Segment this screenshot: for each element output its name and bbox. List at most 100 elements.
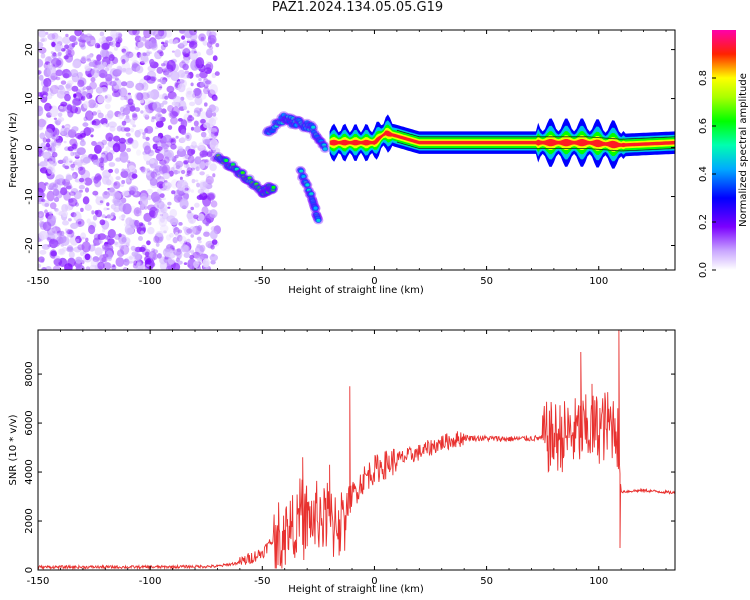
noise-blob bbox=[80, 232, 87, 240]
noise-blob bbox=[53, 258, 63, 267]
noise-blob bbox=[173, 96, 182, 104]
noise-blob bbox=[122, 107, 131, 116]
noise-blob bbox=[134, 192, 137, 196]
noise-blob bbox=[156, 230, 164, 238]
noise-blob bbox=[198, 77, 202, 82]
noise-blob bbox=[44, 102, 52, 112]
noise-blob bbox=[73, 190, 82, 200]
noise-blob bbox=[210, 226, 217, 232]
noise-blob bbox=[163, 230, 167, 234]
noise-blob bbox=[79, 140, 86, 147]
noise-blob bbox=[94, 247, 103, 256]
noise-blob bbox=[114, 168, 120, 174]
noise-blob bbox=[38, 263, 42, 268]
noise-blob bbox=[144, 145, 151, 155]
noise-blob bbox=[170, 143, 177, 150]
noise-blob bbox=[187, 155, 191, 159]
noise-blob bbox=[55, 209, 63, 216]
noise-blob bbox=[136, 225, 142, 231]
descending-track-core bbox=[240, 171, 245, 175]
noise-blob bbox=[78, 40, 86, 48]
noise-blob bbox=[205, 80, 211, 85]
noise-blob bbox=[165, 234, 172, 241]
noise-blob bbox=[175, 249, 183, 259]
noise-blob bbox=[63, 182, 72, 189]
noise-blob bbox=[72, 60, 81, 69]
descending-track-core bbox=[254, 182, 259, 186]
noise-blob bbox=[122, 267, 128, 270]
noise-blob bbox=[180, 169, 186, 175]
noise-blob bbox=[71, 167, 75, 171]
noise-blob bbox=[161, 108, 167, 114]
noise-blob bbox=[60, 127, 68, 136]
noise-blob bbox=[161, 143, 166, 148]
noise-blob bbox=[72, 72, 77, 77]
noise-blob bbox=[143, 109, 150, 117]
noise-blob bbox=[195, 73, 201, 78]
noise-blob bbox=[125, 132, 131, 137]
noise-blob bbox=[47, 166, 53, 174]
noise-blob bbox=[197, 252, 204, 260]
noise-blob bbox=[59, 230, 65, 236]
noise-blob bbox=[72, 104, 76, 110]
noise-blob bbox=[170, 139, 175, 143]
noise-blob bbox=[53, 197, 60, 203]
noise-blob bbox=[146, 240, 151, 246]
upper-branch-core bbox=[323, 147, 328, 151]
noise-blob bbox=[109, 125, 116, 132]
noise-blob bbox=[126, 147, 132, 153]
noise-blob bbox=[74, 166, 81, 171]
noise-blob bbox=[41, 267, 47, 270]
noise-blob bbox=[38, 74, 44, 81]
colorbar-tick-label: 0.0 bbox=[698, 262, 709, 278]
noise-blob bbox=[105, 146, 110, 152]
noise-blob bbox=[152, 30, 162, 37]
noise-blob bbox=[38, 256, 45, 263]
noise-blob bbox=[187, 210, 192, 214]
noise-blob bbox=[198, 161, 206, 170]
noise-blob bbox=[48, 229, 58, 240]
noise-blob bbox=[146, 172, 150, 176]
noise-blob bbox=[163, 147, 169, 153]
noise-blob bbox=[179, 176, 183, 181]
noise-blob bbox=[97, 233, 107, 241]
noise-blob bbox=[131, 251, 139, 257]
noise-blob bbox=[132, 113, 138, 121]
noise-blob bbox=[205, 174, 210, 178]
noise-blob bbox=[39, 132, 46, 140]
noise-blob bbox=[148, 39, 158, 49]
noise-blob bbox=[122, 168, 132, 179]
noise-blob bbox=[90, 76, 96, 83]
noise-blob bbox=[193, 126, 202, 133]
noise-blob bbox=[187, 155, 195, 164]
noise-blob bbox=[193, 214, 199, 220]
lower-branch-core bbox=[301, 175, 306, 179]
noise-blob bbox=[147, 221, 152, 226]
noise-blob bbox=[98, 69, 108, 79]
noise-blob bbox=[86, 92, 93, 100]
noise-blob bbox=[119, 245, 124, 251]
noise-blob bbox=[107, 110, 114, 119]
noise-blob bbox=[209, 163, 217, 172]
colorbar-ticks: 0.0 0.2 0.4 0.6 0.8 bbox=[698, 70, 716, 278]
noise-blob bbox=[51, 53, 58, 59]
noise-blob bbox=[203, 254, 209, 260]
noise-blob bbox=[129, 186, 136, 195]
noise-blob bbox=[169, 232, 174, 238]
noise-blob bbox=[92, 118, 101, 126]
noise-blob bbox=[62, 73, 70, 78]
main-carrier-edge bbox=[396, 129, 675, 140]
noise-blob bbox=[87, 73, 93, 78]
noise-blob bbox=[93, 243, 97, 247]
noise-blob bbox=[88, 264, 99, 270]
noise-blob bbox=[156, 66, 164, 74]
noise-blob bbox=[136, 51, 142, 58]
noise-blob bbox=[107, 238, 115, 246]
noise-blob bbox=[73, 246, 82, 253]
noise-blob bbox=[199, 244, 206, 252]
noise-blob bbox=[212, 55, 218, 62]
noise-blob bbox=[199, 171, 205, 176]
noise-blob bbox=[84, 204, 92, 211]
noise-blob bbox=[139, 246, 146, 253]
main-carrier-band-4 bbox=[329, 130, 675, 149]
